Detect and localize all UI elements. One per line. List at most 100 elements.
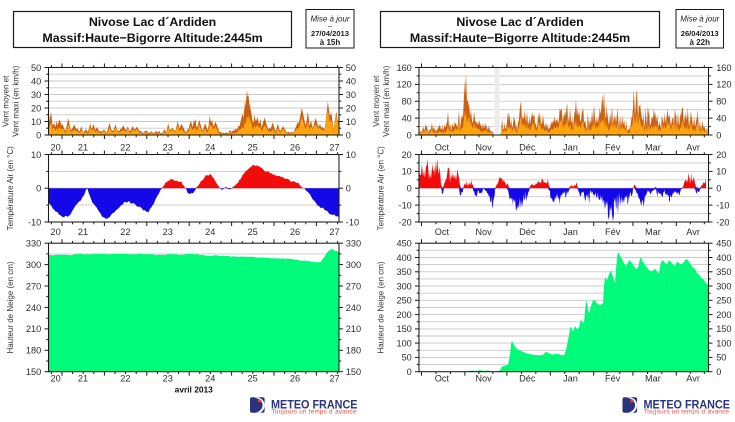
svg-text:-10: -10 bbox=[28, 217, 41, 227]
svg-text:Avr: Avr bbox=[686, 227, 700, 237]
svg-text:20: 20 bbox=[50, 143, 60, 153]
svg-text:24: 24 bbox=[205, 143, 215, 153]
svg-text:150: 150 bbox=[716, 324, 731, 334]
svg-text:20: 20 bbox=[50, 374, 60, 384]
svg-text:27: 27 bbox=[329, 374, 339, 384]
svg-text:26/04/2013: 26/04/2013 bbox=[681, 29, 719, 38]
svg-text:80: 80 bbox=[402, 97, 412, 107]
svg-text:-10: -10 bbox=[399, 200, 412, 210]
svg-text:40: 40 bbox=[31, 76, 41, 86]
svg-text:Nov: Nov bbox=[475, 374, 492, 384]
svg-text:0: 0 bbox=[36, 184, 41, 194]
svg-text:450: 450 bbox=[396, 239, 411, 249]
svg-text:Vent maxi (en km/h): Vent maxi (en km/h) bbox=[12, 65, 21, 136]
svg-text:200: 200 bbox=[716, 310, 731, 320]
svg-text:0: 0 bbox=[407, 130, 412, 140]
svg-text:80: 80 bbox=[716, 97, 726, 107]
svg-text:400: 400 bbox=[716, 253, 731, 263]
svg-text:26: 26 bbox=[290, 227, 300, 237]
svg-text:Température Air (en °C): Température Air (en °C) bbox=[6, 146, 15, 230]
svg-text:Nov: Nov bbox=[475, 227, 492, 237]
svg-text:0: 0 bbox=[407, 367, 412, 377]
svg-text:350: 350 bbox=[396, 267, 411, 277]
svg-text:0: 0 bbox=[716, 367, 721, 377]
svg-text:20: 20 bbox=[346, 103, 356, 113]
svg-text:Vent moyen et: Vent moyen et bbox=[2, 75, 11, 127]
svg-text:300: 300 bbox=[716, 281, 731, 291]
svg-text:Mar: Mar bbox=[645, 227, 661, 237]
svg-text:22: 22 bbox=[120, 227, 130, 237]
svg-text:25: 25 bbox=[247, 227, 257, 237]
svg-text:METEO FRANCE: METEO FRANCE bbox=[271, 397, 358, 411]
svg-text:27: 27 bbox=[329, 143, 339, 153]
svg-text:Oct: Oct bbox=[435, 143, 450, 153]
svg-text:Fév: Fév bbox=[605, 374, 621, 384]
svg-text:21: 21 bbox=[78, 374, 88, 384]
svg-text:300: 300 bbox=[396, 281, 411, 291]
svg-text:-20: -20 bbox=[399, 217, 412, 227]
svg-text:Avr: Avr bbox=[686, 374, 700, 384]
svg-text:Oct: Oct bbox=[435, 374, 450, 384]
svg-text:à 22h: à 22h bbox=[690, 38, 711, 47]
svg-text:40: 40 bbox=[346, 76, 356, 86]
svg-text:20: 20 bbox=[402, 150, 412, 160]
svg-text:120: 120 bbox=[716, 80, 731, 90]
svg-text:Massif:Haute−Bigorre Altitude:: Massif:Haute−Bigorre Altitude:2445m bbox=[42, 31, 262, 45]
svg-text:21: 21 bbox=[78, 143, 88, 153]
svg-text:150: 150 bbox=[26, 367, 41, 377]
svg-text:0: 0 bbox=[346, 130, 351, 140]
svg-text:Fév: Fév bbox=[605, 143, 621, 153]
svg-text:21: 21 bbox=[78, 227, 88, 237]
svg-text:25: 25 bbox=[247, 374, 257, 384]
svg-text:10: 10 bbox=[31, 150, 41, 160]
svg-text:26: 26 bbox=[290, 374, 300, 384]
svg-text:40: 40 bbox=[402, 113, 412, 123]
svg-text:Vent maxi (en km/h): Vent maxi (en km/h) bbox=[382, 65, 391, 136]
svg-text:Vent moyen et: Vent moyen et bbox=[372, 75, 381, 127]
svg-text:24: 24 bbox=[205, 227, 215, 237]
svg-text:à 15h: à 15h bbox=[320, 38, 341, 47]
svg-text:Déc: Déc bbox=[519, 227, 536, 237]
svg-text:Nivose Lac d´Ardiden: Nivose Lac d´Ardiden bbox=[456, 15, 583, 29]
svg-text:-10: -10 bbox=[716, 200, 729, 210]
svg-text:330: 330 bbox=[26, 239, 41, 249]
svg-text:Mise à jour: Mise à jour bbox=[680, 15, 719, 24]
svg-text:10: 10 bbox=[31, 117, 41, 127]
svg-text:Toujours un temps d´avance: Toujours un temps d´avance bbox=[644, 409, 730, 416]
svg-text:180: 180 bbox=[346, 346, 361, 356]
svg-text:0: 0 bbox=[36, 130, 41, 140]
svg-text:avril 2013: avril 2013 bbox=[175, 385, 214, 395]
svg-text:Avr: Avr bbox=[686, 143, 700, 153]
svg-text:23: 23 bbox=[163, 374, 173, 384]
svg-text:–: – bbox=[698, 23, 702, 30]
svg-text:300: 300 bbox=[346, 260, 361, 270]
svg-text:23: 23 bbox=[163, 227, 173, 237]
svg-text:Toujours un temps d´avance: Toujours un temps d´avance bbox=[272, 409, 358, 416]
svg-text:Oct: Oct bbox=[435, 227, 450, 237]
svg-text:Jan: Jan bbox=[563, 143, 578, 153]
svg-text:240: 240 bbox=[346, 303, 361, 313]
svg-text:50: 50 bbox=[346, 63, 356, 73]
svg-text:0: 0 bbox=[716, 184, 721, 194]
svg-text:330: 330 bbox=[346, 239, 361, 249]
svg-text:23: 23 bbox=[163, 143, 173, 153]
svg-text:Jan: Jan bbox=[563, 374, 578, 384]
svg-text:200: 200 bbox=[396, 310, 411, 320]
svg-text:22: 22 bbox=[120, 374, 130, 384]
svg-text:10: 10 bbox=[402, 167, 412, 177]
svg-text:Massif:Haute−Bigorre Altitude:: Massif:Haute−Bigorre Altitude:2445m bbox=[410, 31, 630, 45]
svg-text:450: 450 bbox=[716, 239, 731, 249]
svg-text:Mar: Mar bbox=[645, 143, 661, 153]
svg-text:22: 22 bbox=[120, 143, 130, 153]
svg-text:250: 250 bbox=[716, 296, 731, 306]
svg-text:Hauteur de Neige (en cm): Hauteur de Neige (en cm) bbox=[377, 261, 386, 353]
svg-text:27/04/2013: 27/04/2013 bbox=[311, 29, 349, 38]
svg-text:Déc: Déc bbox=[519, 374, 536, 384]
svg-text:180: 180 bbox=[26, 346, 41, 356]
svg-text:350: 350 bbox=[716, 267, 731, 277]
svg-text:160: 160 bbox=[396, 63, 411, 73]
svg-text:210: 210 bbox=[26, 324, 41, 334]
svg-text:Fév: Fév bbox=[605, 227, 621, 237]
svg-text:40: 40 bbox=[716, 113, 726, 123]
svg-text:20: 20 bbox=[50, 227, 60, 237]
